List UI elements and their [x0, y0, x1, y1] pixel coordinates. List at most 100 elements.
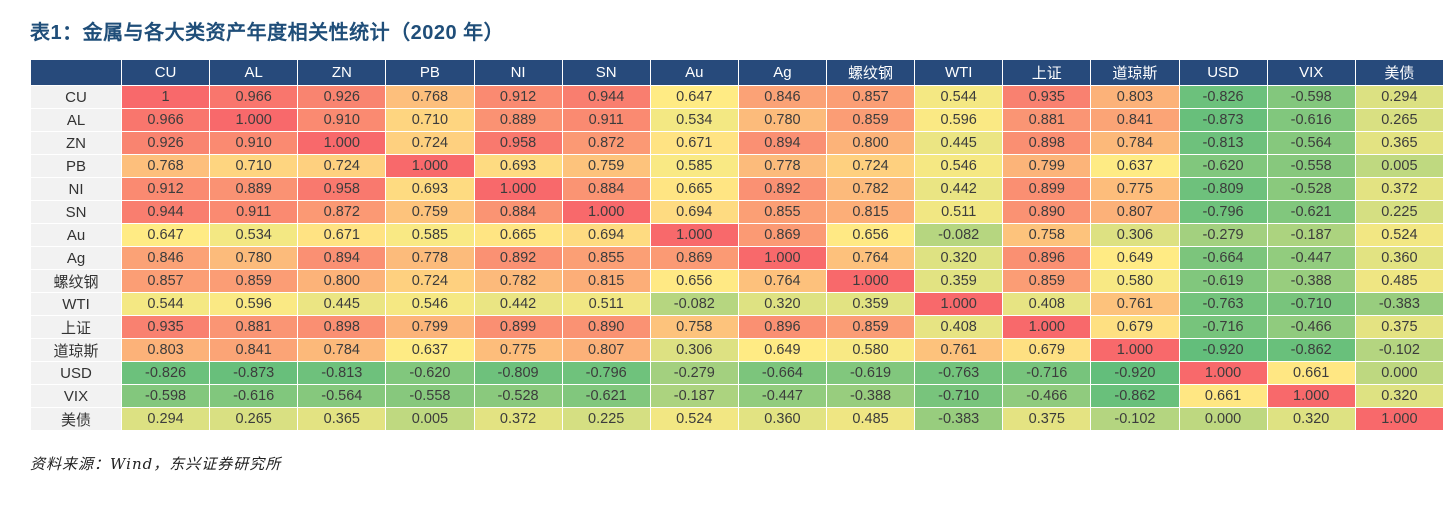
correlation-cell: 0.869: [737, 223, 828, 247]
correlation-cell: 0.884: [561, 177, 651, 201]
table-row: 道琼斯 0.803 0.841 0.784 0.637 0.775 0.807 0.306 0.…: [30, 338, 1445, 362]
correlation-cell: 0.890: [561, 315, 651, 339]
correlation-cell: 0.958: [473, 131, 563, 155]
correlation-cell: 0.892: [473, 246, 563, 270]
correlation-cell: -0.447: [1266, 246, 1356, 270]
correlation-cell: 0.649: [1090, 246, 1180, 270]
source-note: 资料来源：Wind，东兴证券研究所: [30, 455, 282, 473]
row-header: WTI: [30, 292, 122, 316]
correlation-cell: -0.873: [209, 361, 299, 385]
correlation-cell: 0.859: [825, 108, 916, 132]
column-header: NI: [473, 59, 563, 86]
row-header: ZN: [30, 131, 122, 155]
correlation-cell: 0.759: [561, 154, 651, 178]
row-header: 螺纹钢: [30, 269, 122, 293]
correlation-cell: 0.656: [649, 269, 739, 293]
correlation-cell: 1.000: [385, 154, 475, 178]
correlation-cell: 0.294: [1354, 85, 1445, 109]
column-header: PB: [385, 59, 475, 86]
correlation-cell: -0.809: [473, 361, 563, 385]
correlation-cell: -0.564: [1266, 131, 1356, 155]
correlation-cell: 0.803: [120, 338, 211, 362]
correlation-cell: 0.758: [1002, 223, 1092, 247]
correlation-cell: 0.872: [297, 200, 387, 224]
correlation-cell: 0.665: [649, 177, 739, 201]
correlation-cell: 0.445: [914, 131, 1004, 155]
correlation-cell: 0.000: [1354, 361, 1445, 385]
table-row: WTI 0.544 0.596 0.445 0.546 0.442 0.511 -0.082 0…: [30, 292, 1445, 316]
correlation-cell: -0.621: [1266, 200, 1356, 224]
table-row: 美债 0.294 0.265 0.365 0.005 0.372 0.225 0.524 0.3…: [30, 407, 1445, 431]
correlation-cell: 0.005: [385, 407, 475, 431]
correlation-cell: 0.800: [825, 131, 916, 155]
corner-cell: [30, 59, 122, 86]
correlation-cell: 1: [120, 85, 211, 109]
correlation-cell: 0.935: [1002, 85, 1092, 109]
correlation-cell: -0.598: [120, 384, 211, 408]
column-header: 上证: [1002, 59, 1092, 86]
correlation-cell: 0.846: [120, 246, 211, 270]
correlation-cell: -0.388: [1266, 269, 1356, 293]
correlation-cell: 0.637: [385, 338, 475, 362]
table-row: Au 0.647 0.534 0.671 0.585 0.665 0.694 1.000 0.8…: [30, 223, 1445, 247]
correlation-cell: 0.365: [1354, 131, 1445, 155]
correlation-cell: -0.763: [914, 361, 1004, 385]
correlation-cell: 0.661: [1266, 361, 1356, 385]
correlation-cell: 0.372: [1354, 177, 1445, 201]
row-header: Ag: [30, 246, 122, 270]
correlation-cell: -0.620: [385, 361, 475, 385]
correlation-cell: 0.580: [1090, 269, 1180, 293]
correlation-cell: 0.000: [1178, 407, 1268, 431]
correlation-cell: 0.778: [385, 246, 475, 270]
correlation-cell: 0.511: [914, 200, 1004, 224]
correlation-cell: 0.966: [120, 108, 211, 132]
correlation-cell: 0.596: [209, 292, 299, 316]
correlation-cell: 0.265: [1354, 108, 1445, 132]
correlation-cell: 0.926: [120, 131, 211, 155]
correlation-cell: -0.621: [561, 384, 651, 408]
correlation-cell: -0.862: [1090, 384, 1180, 408]
correlation-cell: -0.710: [1266, 292, 1356, 316]
correlation-cell: 0.524: [649, 407, 739, 431]
correlation-cell: 0.585: [649, 154, 739, 178]
correlation-cell: 0.912: [120, 177, 211, 201]
correlation-cell: 0.944: [120, 200, 211, 224]
correlation-cell: 0.671: [297, 223, 387, 247]
correlation-cell: -0.466: [1002, 384, 1092, 408]
correlation-cell: -0.187: [1266, 223, 1356, 247]
table-row: Ag 0.846 0.780 0.894 0.778 0.892 0.855 0.869 1.0…: [30, 246, 1445, 270]
correlation-cell: 0.647: [649, 85, 739, 109]
correlation-cell: 1.000: [1178, 361, 1268, 385]
correlation-cell: 1.000: [1354, 407, 1445, 431]
table-row: 螺纹钢 0.857 0.859 0.800 0.724 0.782 0.815 0.656 0.…: [30, 269, 1445, 293]
correlation-cell: 0.694: [649, 200, 739, 224]
correlation-cell: 0.679: [1090, 315, 1180, 339]
correlation-cell: 0.815: [561, 269, 651, 293]
table-body: CU 1 0.966 0.926 0.768 0.912 0.944 0.647 0.846 0.…: [30, 85, 1445, 431]
correlation-cell: 0.894: [297, 246, 387, 270]
correlation-cell: 0.671: [649, 131, 739, 155]
correlation-cell: -0.826: [1178, 85, 1268, 109]
correlation-cell: 0.872: [561, 131, 651, 155]
correlation-cell: 0.710: [209, 154, 299, 178]
correlation-cell: -0.619: [825, 361, 916, 385]
correlation-cell: 0.649: [737, 338, 828, 362]
correlation-cell: 1.000: [1266, 384, 1356, 408]
correlation-cell: 0.807: [561, 338, 651, 362]
correlation-cell: 0.546: [914, 154, 1004, 178]
correlation-cell: -0.616: [1266, 108, 1356, 132]
column-header: 美债: [1354, 59, 1445, 86]
correlation-cell: 0.807: [1090, 200, 1180, 224]
correlation-cell: -0.920: [1178, 338, 1268, 362]
row-header: AL: [30, 108, 122, 132]
correlation-cell: 0.661: [1178, 384, 1268, 408]
correlation-cell: -0.862: [1266, 338, 1356, 362]
correlation-cell: 0.710: [385, 108, 475, 132]
correlation-cell: 0.758: [649, 315, 739, 339]
correlation-cell: 0.585: [385, 223, 475, 247]
correlation-cell: 0.485: [825, 407, 916, 431]
correlation-cell: -0.619: [1178, 269, 1268, 293]
correlation-cell: 0.724: [385, 131, 475, 155]
header-row: CU AL ZN PB NI SN Au Ag 螺纹钢 WTI 上证 道琼斯 USD VIX 美债: [30, 59, 1445, 86]
correlation-cell: -0.383: [914, 407, 1004, 431]
